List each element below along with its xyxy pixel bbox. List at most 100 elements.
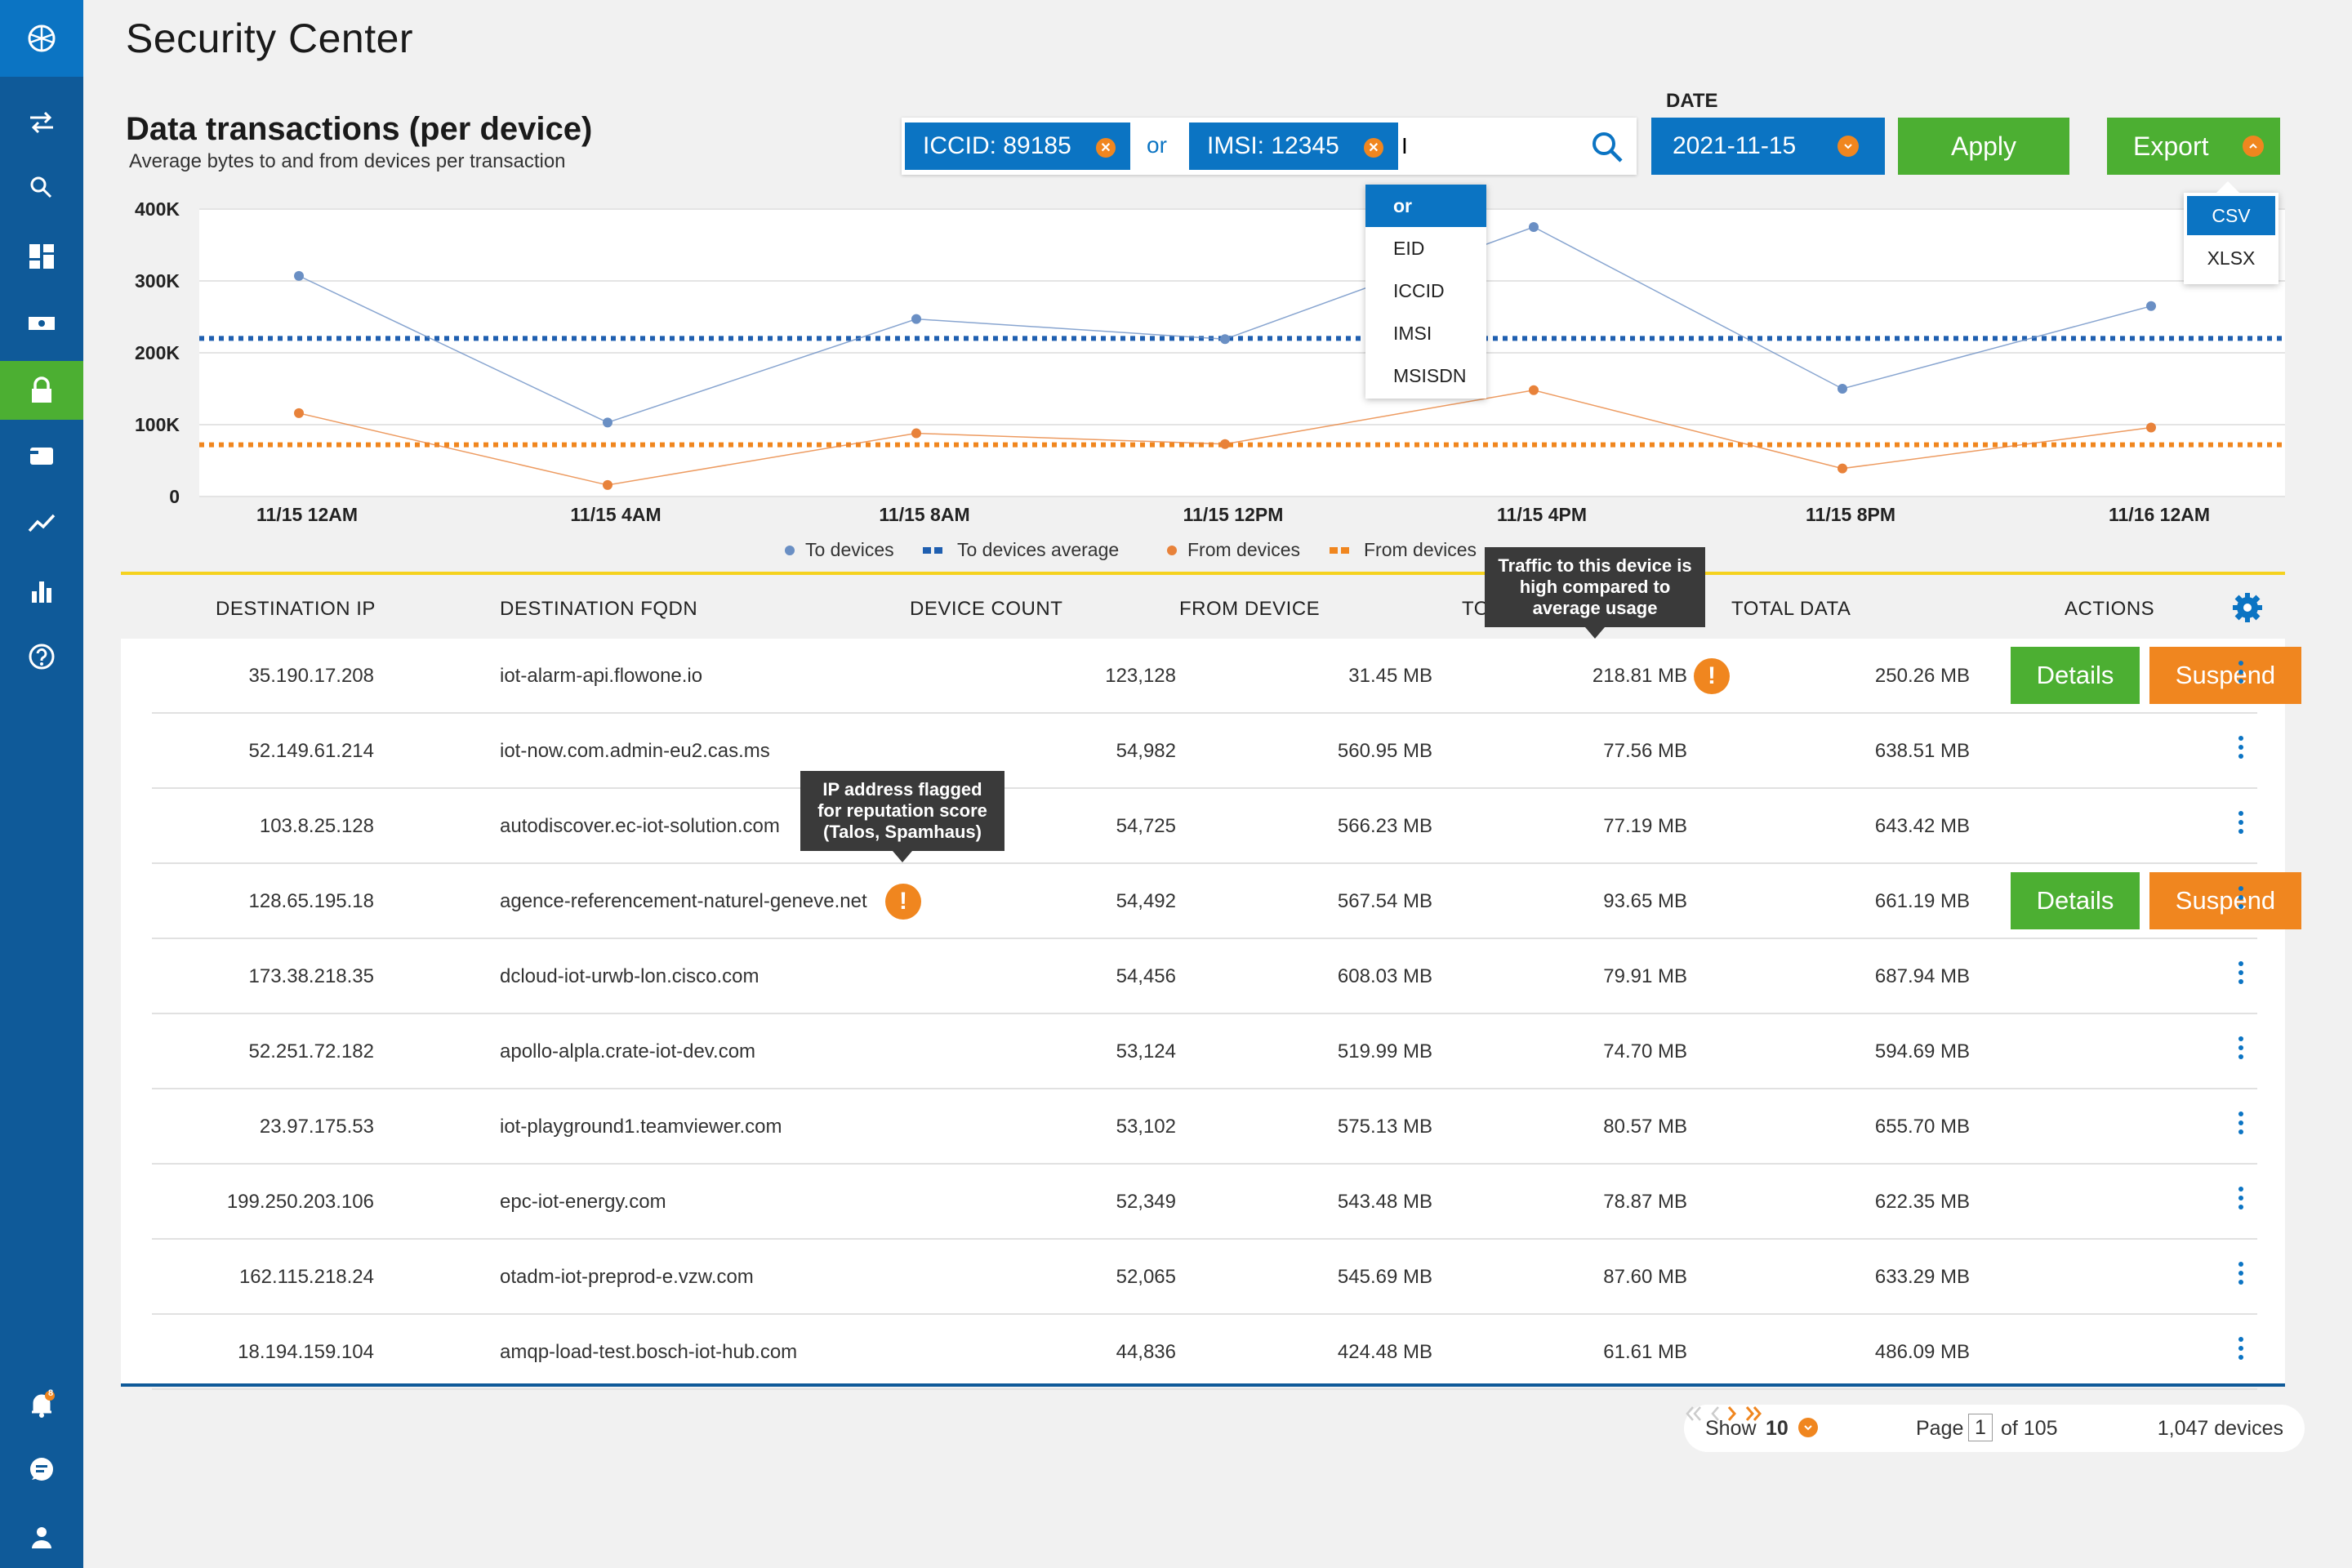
data-point (1529, 222, 1539, 232)
sidebar-item-billing[interactable] (0, 426, 83, 485)
cell-from-device: 543.48 MB (1337, 1191, 1432, 1213)
more-actions-icon[interactable] (2233, 1109, 2249, 1142)
more-actions-icon[interactable] (2233, 808, 2249, 841)
more-actions-icon[interactable] (2233, 658, 2249, 691)
x-tick-label: 11/15 12AM (256, 504, 358, 525)
y-tick-label: 300K (135, 270, 180, 292)
settings-gear-icon[interactable] (2231, 591, 2264, 624)
filter-option-iccid[interactable]: ICCID (1393, 279, 1445, 301)
more-actions-icon[interactable] (2233, 1259, 2249, 1292)
x-tick-label: 11/16 12AM (2109, 504, 2210, 525)
cell-total-data: 638.51 MB (1874, 740, 1970, 762)
legend-from-devices-average: From devices (1330, 539, 1477, 561)
ip-flag-alert-icon[interactable]: ! (885, 884, 921, 920)
traffic-alert-icon[interactable]: ! (1694, 658, 1730, 694)
more-actions-icon[interactable] (2233, 884, 2249, 916)
cell-destination-ip: 199.250.203.106 (226, 1191, 374, 1213)
chevron-down-icon (1838, 136, 1859, 157)
x-tick-label: 11/15 12PM (1183, 504, 1284, 525)
filter-option-imsi[interactable]: IMSI (1393, 322, 1432, 344)
sidebar-item-reports[interactable] (0, 562, 83, 621)
cell-destination-ip: 52.149.61.214 (248, 740, 374, 762)
cell-to-device: 93.65 MB (1603, 890, 1687, 912)
cell-total-data: 486.09 MB (1874, 1341, 1970, 1363)
more-actions-icon[interactable] (2233, 733, 2249, 766)
legend-to-devices: To devices (784, 539, 894, 561)
page-number-input[interactable]: 1 (1968, 1414, 1993, 1441)
sidebar-item-security[interactable] (0, 361, 83, 420)
column-header-device-count[interactable]: DEVICE COUNT (910, 598, 1063, 620)
last-page-icon[interactable] (1744, 1405, 1763, 1423)
filter-chip-iccid[interactable]: ICCID: 89185 ✕ (905, 122, 1130, 170)
previous-page-icon[interactable] (1709, 1405, 1721, 1423)
details-button[interactable]: Details (2011, 647, 2140, 704)
filter-option-eid[interactable]: EID (1393, 237, 1425, 259)
more-actions-icon[interactable] (2233, 1034, 2249, 1067)
remove-chip-icon[interactable]: ✕ (1096, 138, 1116, 158)
date-select[interactable]: 2021-11-15 (1651, 118, 1885, 175)
transactions-chart: 0 100K 200K 300K 400K 11/15 12AM 11/15 4AM 11/1… (135, 198, 2285, 525)
column-header-from-device[interactable]: FROM DEVICE (1179, 598, 1321, 620)
cell-device-count: 54,982 (1116, 740, 1176, 762)
page-size-select[interactable]: 10 (1766, 1417, 1788, 1440)
details-button[interactable]: Details (2011, 872, 2140, 929)
cell-destination-fqdn: iot-playground1.teamviewer.com (500, 1116, 782, 1138)
cell-to-device: 77.56 MB (1603, 740, 1687, 762)
filter-option-msisdn[interactable]: MSISDN (1393, 364, 1467, 386)
suspend-button[interactable]: Suspend (2149, 647, 2301, 704)
cell-device-count: 44,836 (1116, 1341, 1176, 1363)
filter-input[interactable] (1401, 127, 1581, 165)
filter-option-or[interactable]: or (1365, 185, 1486, 227)
next-page-icon[interactable] (1726, 1405, 1738, 1423)
export-button[interactable]: Export (2107, 118, 2280, 175)
apply-button[interactable]: Apply (1898, 118, 2069, 175)
user-icon (32, 1527, 51, 1548)
cell-destination-ip: 23.97.175.53 (259, 1116, 374, 1138)
table-row: 128.65.195.18 agence-referencement-nature… (152, 864, 2301, 939)
cell-to-device: 74.70 MB (1603, 1040, 1687, 1062)
sidebar-item-notifications[interactable]: 8 (0, 1375, 83, 1434)
sidebar-item-chat[interactable] (0, 1441, 83, 1499)
chevron-down-icon[interactable] (1798, 1418, 1818, 1437)
export-option-csv[interactable]: CSV (2187, 196, 2275, 235)
column-header-destination-fqdn[interactable]: DESTINATION FQDN (500, 598, 698, 620)
legend-label: To devices average (957, 539, 1120, 560)
sidebar-item-profile[interactable] (0, 1508, 83, 1566)
cell-destination-ip: 162.115.218.24 (238, 1266, 374, 1288)
cell-from-device: 575.13 MB (1337, 1116, 1432, 1138)
more-actions-icon[interactable] (2233, 959, 2249, 991)
column-header-total-data[interactable]: TOTAL DATA (1731, 598, 1851, 620)
page-total: of 105 (2001, 1417, 2058, 1440)
cell-total-data: 622.35 MB (1874, 1191, 1970, 1213)
more-actions-icon[interactable] (2233, 1184, 2249, 1217)
column-header-destination-ip[interactable]: DESTINATION IP (216, 598, 376, 620)
trend-line-icon (28, 514, 56, 532)
filter-search-box[interactable]: ICCID: 89185 ✕ or IMSI: 12345 ✕ (902, 118, 1637, 175)
app-logo[interactable] (0, 0, 83, 77)
cell-from-device: 566.23 MB (1337, 815, 1432, 837)
pagination-bar: Show 10 Page 1 of 105 1,047 devices (1684, 1405, 2305, 1452)
section-subtitle: Average bytes to and from devices per tr… (129, 150, 566, 172)
more-actions-icon[interactable] (2233, 1334, 2249, 1367)
sidebar-item-transfers[interactable] (0, 93, 83, 152)
export-option-xlsx[interactable]: XLSX (2207, 247, 2256, 269)
table-row: 23.97.175.53 iot-playground1.teamviewer.c… (152, 1089, 2257, 1165)
help-icon (29, 644, 55, 670)
sidebar-item-help[interactable] (0, 627, 83, 686)
search-icon[interactable] (1589, 129, 1625, 165)
cell-destination-fqdn: otadm-iot-preprod-e.vzw.com (500, 1266, 754, 1288)
cell-device-count: 52,065 (1116, 1266, 1176, 1288)
sidebar-item-sims[interactable] (0, 294, 83, 353)
bell-icon (32, 1391, 55, 1418)
sidebar-item-dashboard[interactable] (0, 227, 83, 286)
column-header-actions: ACTIONS (2065, 598, 2155, 620)
suspend-button[interactable]: Suspend (2149, 872, 2301, 929)
column-header-to-device[interactable]: TO (1462, 598, 1490, 620)
sidebar-item-search[interactable] (0, 158, 83, 217)
cell-destination-ip: 103.8.25.128 (259, 815, 374, 837)
remove-chip-icon[interactable]: ✕ (1364, 138, 1383, 158)
table-row: 52.149.61.214 iot-now.com.admin-eu2.cas.m… (152, 714, 2257, 789)
sidebar-item-trends[interactable] (0, 493, 83, 552)
first-page-icon[interactable] (1684, 1405, 1704, 1423)
filter-chip-imsi[interactable]: IMSI: 12345 ✕ (1189, 122, 1398, 170)
